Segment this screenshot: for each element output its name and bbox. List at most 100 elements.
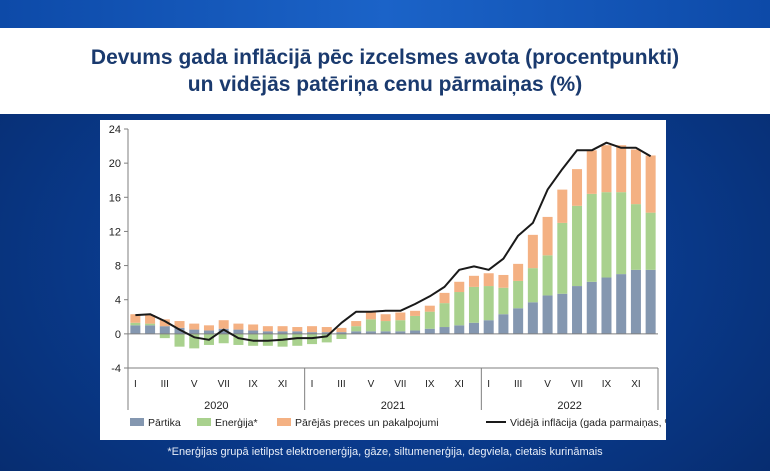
bar-segment: [601, 277, 612, 334]
bar-segment: [292, 331, 303, 334]
y-tick-label: 24: [109, 124, 121, 136]
bar-segment: [395, 312, 406, 321]
bar-segment: [410, 315, 421, 331]
bar-segment: [616, 145, 627, 193]
bar-segment: [233, 323, 244, 330]
bar-segment: [145, 325, 156, 334]
y-tick-label: 16: [109, 192, 121, 204]
legend-swatch: [197, 418, 211, 426]
x-tick-label: V: [368, 379, 375, 390]
x-tick-label: XI: [631, 379, 640, 390]
x-tick-label: V: [544, 379, 551, 390]
y-tick-label: 4: [115, 295, 121, 307]
bar-segment: [159, 333, 170, 339]
slide-title-line-2: un vidējās patēriņa cenu pārmaiņas (%): [187, 73, 583, 96]
bar-segment: [586, 281, 597, 334]
bar-segment: [130, 325, 141, 334]
bar-segment: [130, 314, 141, 323]
bar-segment: [336, 333, 347, 339]
bar-segment: [233, 333, 244, 345]
x-tick-label: IX: [425, 379, 435, 390]
bar-segment: [365, 319, 376, 332]
bar-segment: [557, 222, 568, 294]
y-tick-label: -4: [111, 363, 121, 375]
x-tick-label: VII: [218, 379, 230, 390]
x-tick-label: VII: [571, 379, 583, 390]
bar-segment: [454, 325, 465, 334]
bar-segment: [424, 311, 435, 329]
bar-segment: [380, 321, 391, 332]
bar-segment: [336, 327, 347, 333]
bar-segment: [468, 322, 479, 334]
bar-segment: [527, 302, 538, 334]
bar-segment: [410, 330, 421, 334]
x-tick-label: XI: [278, 379, 287, 390]
bar-segment: [557, 293, 568, 334]
bar-segment: [601, 145, 612, 193]
bar-segment: [277, 331, 288, 334]
bar-segment: [277, 326, 288, 332]
bar-segment: [321, 327, 332, 333]
bar-segment: [513, 308, 524, 334]
bar-segment: [159, 326, 170, 334]
bar-segment: [307, 332, 318, 334]
bar-segment: [174, 333, 185, 347]
bar-segment: [218, 333, 229, 344]
bar-segment: [203, 325, 214, 331]
bar-segment: [483, 320, 494, 334]
x-tick-label: VII: [394, 379, 406, 390]
bar-segment: [498, 287, 509, 315]
bar-segment: [527, 268, 538, 303]
bar-segment: [159, 319, 170, 327]
bar-segment: [616, 192, 627, 275]
bar-segment: [468, 275, 479, 287]
bar-segment: [645, 212, 656, 270]
bar-segment: [498, 314, 509, 334]
x-tick-label: V: [191, 379, 198, 390]
bar-segment: [262, 331, 273, 334]
slide-title-line-1: Devums gada inflācijā pēc izcelsmes avot…: [90, 46, 680, 69]
bar-segment: [189, 333, 200, 349]
bar-segment: [218, 328, 229, 334]
bar-segment: [645, 269, 656, 334]
x-tick-label: IX: [602, 379, 612, 390]
bar-segment: [145, 323, 156, 326]
bar-segment: [454, 292, 465, 326]
bar-segment: [336, 332, 347, 334]
bar-segment: [292, 333, 303, 346]
bar-segment: [365, 311, 376, 320]
bar-segment: [130, 322, 141, 326]
bar-segment: [321, 332, 332, 334]
bar-segment: [630, 269, 641, 334]
bar-segment: [513, 263, 524, 281]
chart-panel: -4 0 4 8 12 16 20 24 I III V VII IX XI I III V VII IX XI I II…: [100, 120, 678, 440]
bar-segment: [424, 328, 435, 334]
bar-segment: [174, 321, 185, 328]
bar-segment: [468, 286, 479, 323]
bar-segment: [248, 330, 259, 334]
bar-segment: [203, 330, 214, 334]
bar-segment: [572, 169, 583, 206]
bar-segment: [454, 281, 465, 293]
bar-segment: [145, 315, 156, 324]
bar-segment: [248, 324, 259, 331]
bar-segment: [410, 310, 421, 316]
year-label: 2021: [381, 400, 405, 412]
legend-label: Pārējās preces un pakalpojumi: [295, 417, 439, 429]
inflation-line: [135, 141, 652, 342]
bar-segment: [439, 292, 450, 304]
x-tick-label: III: [514, 379, 522, 390]
title-box: Devums gada inflācijā pēc izcelsmes avot…: [0, 28, 770, 114]
bar-segment: [321, 333, 332, 343]
x-tick-label: I: [487, 379, 490, 390]
bar-segment: [483, 273, 494, 287]
bar-segment: [586, 150, 597, 194]
bar-segment: [527, 234, 538, 269]
bar-segment: [542, 295, 553, 334]
year-label: 2022: [557, 400, 581, 412]
bar-segment: [307, 326, 318, 333]
y-tick-label: 0: [115, 329, 121, 341]
legend-swatch: [277, 418, 291, 426]
bar-segment: [439, 303, 450, 328]
